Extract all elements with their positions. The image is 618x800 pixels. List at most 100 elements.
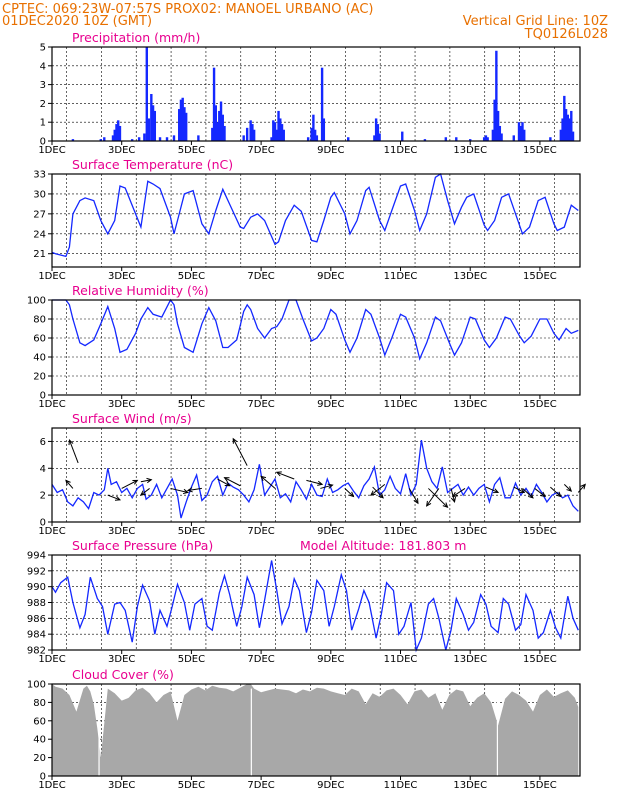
x-tick-label: 11DEC	[384, 780, 418, 791]
x-tick-label: 11DEC	[384, 654, 418, 665]
precip-bar	[197, 135, 200, 141]
wind-arrow-head	[425, 500, 432, 507]
wind-arrow-shaft	[260, 475, 276, 489]
y-tick-label: 0	[40, 772, 46, 783]
x-tick-label: 13DEC	[453, 399, 487, 410]
wind-arrow-shaft	[370, 484, 386, 496]
wind-arrow-head	[275, 471, 282, 477]
x-tick-label: 5DEC	[178, 526, 205, 537]
precip-bar	[277, 110, 280, 141]
y-tick-label: 80	[33, 315, 46, 326]
series-line	[51, 560, 579, 653]
y-tick-label: 986	[27, 614, 46, 625]
panel-frame	[51, 554, 581, 651]
precip-bar	[118, 125, 122, 141]
x-tick-label: 7DEC	[247, 654, 274, 665]
y-tick-label: 24	[33, 229, 46, 240]
x-tick-label: 3DEC	[108, 526, 135, 537]
x-tick-label: 11DEC	[384, 145, 418, 156]
precip-bar	[221, 114, 224, 141]
wind-arrow-shaft	[121, 479, 138, 489]
header-grid-line: Vertical Grid Line: 10Z	[463, 14, 608, 29]
wind-arrow-shaft	[344, 488, 354, 497]
precip-bar	[493, 99, 496, 141]
wind-arrow-shaft	[426, 488, 440, 507]
precip-bar	[500, 133, 503, 141]
series-line	[51, 172, 579, 258]
panel-frame	[51, 46, 581, 142]
precip-bar	[484, 135, 488, 141]
wind-arrow-shaft	[563, 484, 572, 492]
precip-bar	[223, 125, 226, 141]
y-tick-label: 60	[33, 334, 46, 345]
precip-bar	[376, 124, 380, 141]
wind-arrow-shaft	[306, 479, 323, 485]
wind-arrow-shaft	[107, 494, 121, 501]
x-tick-label: 7DEC	[247, 526, 274, 537]
x-tick-label: 15DEC	[523, 271, 557, 282]
precip-bar	[181, 97, 184, 141]
x-tick-label: 9DEC	[317, 145, 344, 156]
wind-arrow-shaft	[550, 486, 562, 497]
precip-bar	[315, 135, 319, 141]
x-tick-label: 1DEC	[38, 780, 65, 791]
precip-bar	[111, 135, 115, 141]
precip-bar	[178, 109, 181, 141]
precip-bar	[270, 137, 273, 141]
precip-bar	[401, 131, 404, 141]
wind-arrow-head	[232, 437, 238, 444]
y-tick-label: 21	[33, 249, 46, 260]
panels: Precipitation (mm/h) 0 1 2 3 4 5 1DEC 3DEC 5DEC 7D…	[27, 30, 586, 791]
wind-arrow-head	[378, 492, 384, 499]
precip-bar	[147, 118, 151, 141]
precip-bar	[99, 139, 102, 141]
precip-bar	[143, 133, 146, 141]
wind-arrow-shaft	[452, 488, 466, 497]
y-tick-label: 992	[27, 566, 46, 577]
panel-frame	[51, 173, 581, 268]
precip-bar	[219, 101, 223, 141]
precip-bar	[214, 105, 218, 141]
wind-arrow-shaft	[276, 471, 295, 480]
wind-arrow-head	[451, 491, 458, 498]
x-tick-label: 7DEC	[247, 780, 274, 791]
wind-arrow-head	[146, 477, 153, 484]
wind-arrow-head	[260, 475, 267, 482]
precip-bar	[212, 67, 216, 141]
precip-bar	[137, 137, 141, 141]
wind-arrow-head	[528, 493, 534, 499]
precip-bar	[496, 110, 500, 141]
y-tick-label: 2	[40, 491, 46, 502]
panel-title: Precipitation (mm/h)	[72, 30, 200, 45]
x-tick-label: 5DEC	[178, 271, 205, 282]
x-tick-label: 9DEC	[317, 271, 344, 282]
y-tick-label: 5	[40, 43, 46, 54]
x-tick-label: 15DEC	[523, 526, 557, 537]
precip-bar	[498, 125, 502, 141]
panel-1: Precipitation (mm/h) 0 1 2 3 4 5 1DEC 3DEC 5DEC 7D…	[38, 30, 581, 156]
x-tick-label: 5DEC	[178, 654, 205, 665]
wind-arrow-shaft	[513, 486, 525, 493]
wind-arrow-shaft	[217, 478, 230, 487]
precip-bar	[184, 112, 188, 141]
precip-bar	[320, 67, 324, 141]
y-tick-label: 100	[27, 680, 46, 691]
y-tick-label: 30	[33, 189, 46, 200]
y-tick-label: 2	[40, 99, 46, 110]
precip-bar	[251, 124, 254, 141]
precip-bar	[521, 122, 524, 141]
wind-arrow-shaft	[170, 487, 189, 493]
panel-4: Surface Wind (m/s) 0 2 4 6 1DEC 3DEC 5DEC 7DEC 9D…	[38, 411, 586, 537]
y-tick-label: 982	[27, 646, 46, 657]
x-tick-label: 15DEC	[523, 654, 557, 665]
panel-subtitle: Model Altitude: 181.803 m	[300, 538, 466, 553]
y-tick-label: 0	[40, 137, 46, 148]
precip-bar	[322, 118, 326, 141]
x-tick-label: 1DEC	[38, 271, 65, 282]
precip-bar	[172, 135, 176, 141]
precip-bar	[282, 129, 285, 141]
wind-arrow-head	[540, 491, 547, 498]
wind-arrow-head	[65, 479, 71, 486]
x-tick-label: 9DEC	[317, 399, 344, 410]
